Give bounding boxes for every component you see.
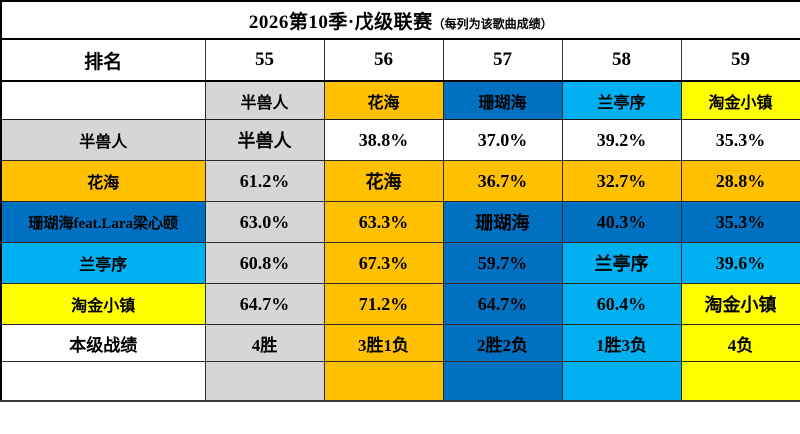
column-header-rank-58: 58	[561, 38, 682, 82]
row-label: 本级战绩	[0, 324, 206, 362]
record-cell: 4负	[680, 324, 800, 362]
column-header-rank-59: 59	[680, 38, 800, 82]
column-header-rank-55: 55	[204, 38, 325, 82]
result-cell: 半兽人	[204, 119, 325, 161]
result-cell: 59.7%	[442, 242, 563, 284]
result-cell: 71.2%	[323, 283, 444, 325]
result-cell: 花海	[323, 160, 444, 202]
result-cell: 39.2%	[561, 119, 682, 161]
table-row: 半兽人 半兽人 38.8% 37.0% 39.2% 35.3%	[0, 119, 800, 161]
strip-cell	[561, 361, 682, 402]
title-main: 2026第10季·戊级联赛	[248, 11, 433, 33]
strip-cell	[0, 361, 206, 402]
strip-cell	[204, 361, 325, 402]
column-header-rank-57: 57	[442, 38, 563, 82]
result-cell: 35.3%	[680, 119, 800, 161]
result-cell: 28.8%	[680, 160, 800, 202]
page-title: 2026第10季·戊级联赛（每列为该歌曲成绩）	[1, 1, 800, 40]
result-cell: 63.3%	[323, 201, 444, 243]
record-cell: 2胜2负	[442, 324, 563, 362]
song-column-header: 淘金小镇	[680, 80, 800, 120]
strip-cell	[323, 361, 444, 402]
song-header-empty	[0, 80, 206, 120]
result-cell: 兰亭序	[561, 242, 682, 284]
result-cell: 63.0%	[204, 201, 325, 243]
result-cell: 64.7%	[204, 283, 325, 325]
result-cell: 37.0%	[442, 119, 563, 161]
record-row: 本级战绩 4胜 3胜1负 2胜2负 1胜3负 4负	[0, 324, 800, 362]
row-label: 花海	[0, 160, 206, 202]
strip-cell	[442, 361, 563, 402]
result-cell: 67.3%	[323, 242, 444, 284]
song-header-row: 半兽人 花海 珊瑚海 兰亭序 淘金小镇	[0, 80, 800, 120]
record-cell: 1胜3负	[561, 324, 682, 362]
result-cell: 40.3%	[561, 201, 682, 243]
song-column-header: 兰亭序	[561, 80, 682, 120]
result-cell: 38.8%	[323, 119, 444, 161]
color-strip-row	[0, 361, 800, 402]
record-cell: 4胜	[204, 324, 325, 362]
result-cell: 64.7%	[442, 283, 563, 325]
result-cell: 珊瑚海	[442, 201, 563, 243]
column-number-header-row: 排名 55 56 57 58 59	[0, 38, 800, 82]
result-cell: 60.8%	[204, 242, 325, 284]
row-label: 珊瑚海feat.Lara梁心颐	[0, 201, 206, 243]
table-row: 兰亭序 60.8% 67.3% 59.7% 兰亭序 39.6%	[0, 242, 800, 284]
song-column-header: 半兽人	[204, 80, 325, 120]
row-label: 淘金小镇	[0, 283, 206, 325]
strip-cell	[680, 361, 800, 402]
column-header-rank-56: 56	[323, 38, 444, 82]
corner-header-rank: 排名	[0, 38, 206, 82]
table-row: 淘金小镇 64.7% 71.2% 64.7% 60.4% 淘金小镇	[0, 283, 800, 325]
result-cell: 61.2%	[204, 160, 325, 202]
song-column-header: 花海	[323, 80, 444, 120]
title-row: 2026第10季·戊级联赛（每列为该歌曲成绩）	[1, 1, 800, 40]
row-label: 兰亭序	[0, 242, 206, 284]
result-cell: 35.3%	[680, 201, 800, 243]
result-cell: 39.6%	[680, 242, 800, 284]
record-cell: 3胜1负	[323, 324, 444, 362]
result-cell: 60.4%	[561, 283, 682, 325]
song-column-header: 珊瑚海	[442, 80, 563, 120]
result-cell: 32.7%	[561, 160, 682, 202]
result-cell: 淘金小镇	[680, 283, 800, 325]
table-row: 花海 61.2% 花海 36.7% 32.7% 28.8%	[0, 160, 800, 202]
result-cell: 36.7%	[442, 160, 563, 202]
title-note: （每列为该歌曲成绩）	[432, 16, 553, 31]
league-results-table: 2026第10季·戊级联赛（每列为该歌曲成绩） 排名 55 56 57 58 5…	[0, 0, 800, 402]
row-label: 半兽人	[0, 119, 206, 161]
table-row: 珊瑚海feat.Lara梁心颐 63.0% 63.3% 珊瑚海 40.3% 35…	[0, 201, 800, 243]
